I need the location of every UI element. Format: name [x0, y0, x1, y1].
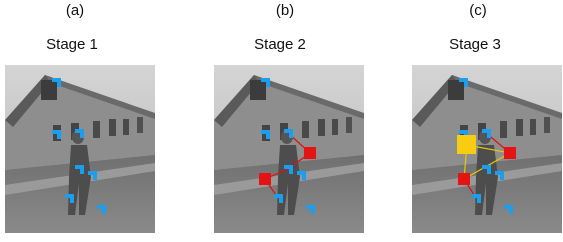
- stage-title: Stage 1: [46, 36, 98, 53]
- panel-image: [5, 65, 155, 233]
- figure: (a) Stage 1 (b) Stage 2 (c) Stage 3: [0, 0, 563, 242]
- stage-title: Stage 3: [449, 36, 501, 53]
- panel-image: [412, 65, 562, 233]
- panel-label: (b): [276, 2, 294, 19]
- panel-label: (a): [66, 2, 84, 19]
- stage-title: Stage 2: [254, 36, 306, 53]
- panel-image: [214, 65, 364, 233]
- panel-label: (c): [469, 2, 487, 19]
